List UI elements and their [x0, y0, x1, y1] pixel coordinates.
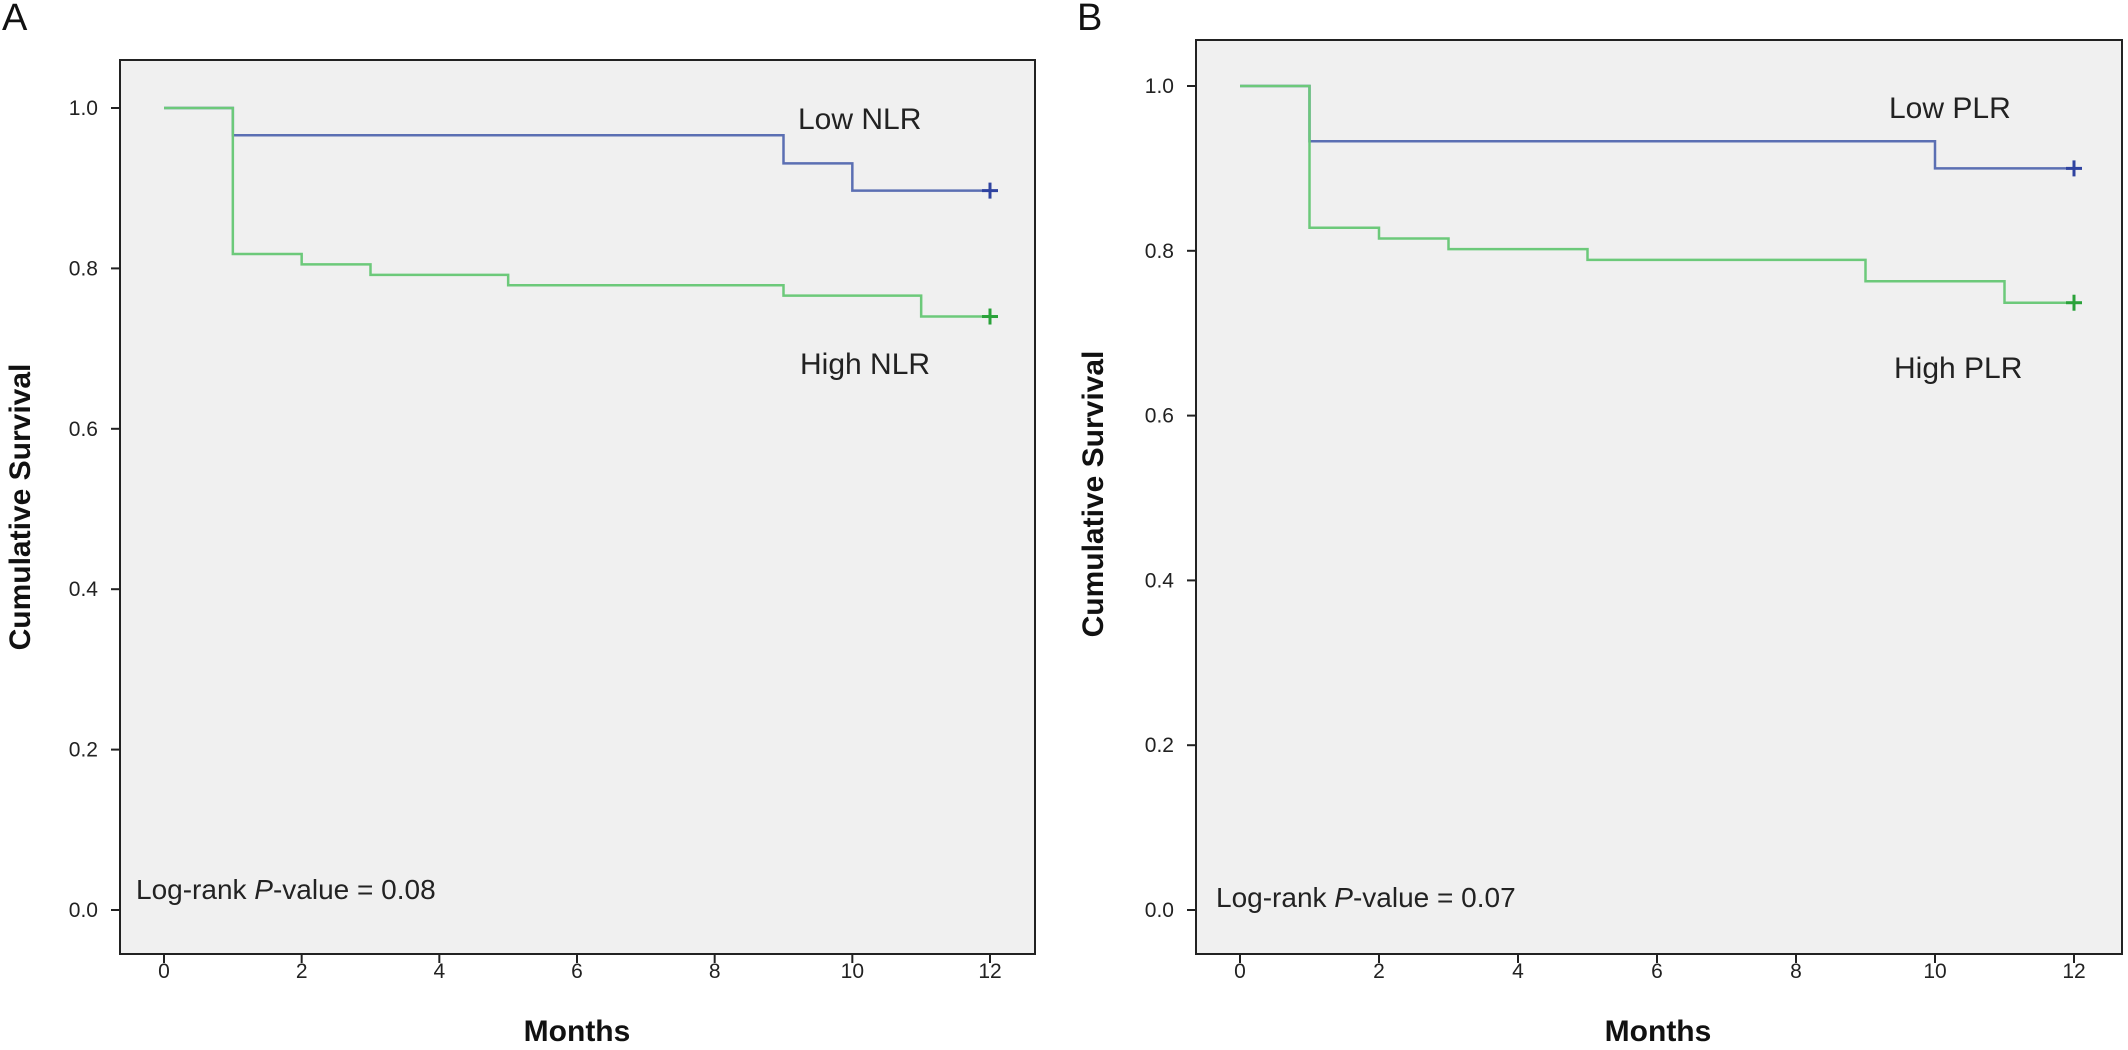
x-tick-label: 4 [433, 960, 445, 983]
x-tick-label: 8 [1790, 960, 1802, 983]
y-tick-label: 0.4 [69, 578, 99, 601]
series-label: High NLR [800, 348, 930, 381]
y-axis-title: Cumulative Survival [1077, 351, 1110, 638]
y-tick-label: 0.4 [1145, 569, 1175, 592]
x-tick-label: 2 [296, 960, 308, 983]
censor-mark [2066, 294, 2082, 311]
x-axis-title: Months [524, 1015, 631, 1048]
x-tick-label: 6 [1651, 960, 1663, 983]
censor-mark [982, 182, 998, 199]
y-tick-label: 0.2 [69, 739, 98, 762]
y-tick-label: 0.6 [1145, 405, 1174, 428]
y-tick-label: 1.0 [1145, 75, 1174, 98]
series-label: Low NLR [798, 103, 921, 136]
survival-curve [1240, 84, 2074, 304]
annotation-p: P [1334, 882, 1353, 913]
panel-b: B 0 2 4 6 8 10 12 0.0 0.2 0.4 0.6 0.8 1.0 Months Cumula… [1077, 0, 2123, 1048]
x-tick-label: 10 [1923, 960, 1946, 983]
annotation-prefix: Log-rank [136, 874, 254, 905]
y-tick-label: 0.2 [1145, 734, 1174, 757]
y-tick-label: 0.8 [1145, 240, 1174, 263]
panel-a: A 0 2 4 6 8 10 12 0.0 0.2 0.4 0.6 0.8 1.0 Months Cumula… [2, 0, 1036, 1048]
x-tick-label: 12 [2062, 960, 2085, 983]
y-tick-label: 1.0 [69, 97, 98, 120]
y-tick-label: 0.8 [69, 257, 98, 280]
series-label: High PLR [1894, 352, 2022, 385]
annotation-prefix: Log-rank [1216, 882, 1334, 913]
panel-letter: B [1077, 0, 1102, 39]
annotation-suffix: -value = 0.07 [1353, 882, 1516, 913]
log-rank-annotation: Log-rank P-value = 0.08 [136, 874, 436, 905]
x-tick-label: 2 [1373, 960, 1385, 983]
x-tick-label: 6 [571, 960, 583, 983]
x-tick-label: 0 [158, 960, 170, 983]
y-tick-label: 0.0 [1145, 899, 1174, 922]
x-tick-label: 12 [978, 960, 1001, 983]
log-rank-annotation: Log-rank P-value = 0.07 [1216, 882, 1516, 913]
survival-curve [164, 106, 990, 318]
y-tick-label: 0.6 [69, 418, 98, 441]
panel-letter: A [2, 0, 28, 39]
plot-area [119, 59, 1036, 955]
x-tick-label: 4 [1512, 960, 1524, 983]
censor-mark [2066, 160, 2082, 177]
x-axis-title: Months [1605, 1015, 1712, 1048]
annotation-p: P [254, 874, 273, 905]
x-tick-label: 10 [841, 960, 864, 983]
y-tick-label: 0.0 [69, 899, 98, 922]
y-axis-title: Cumulative Survival [4, 364, 37, 651]
series-label: Low PLR [1889, 92, 2011, 125]
plot-area [1195, 39, 2123, 955]
x-tick-label: 0 [1234, 960, 1246, 983]
annotation-suffix: -value = 0.08 [273, 874, 436, 905]
x-tick-label: 8 [709, 960, 721, 983]
censor-mark [982, 308, 998, 325]
